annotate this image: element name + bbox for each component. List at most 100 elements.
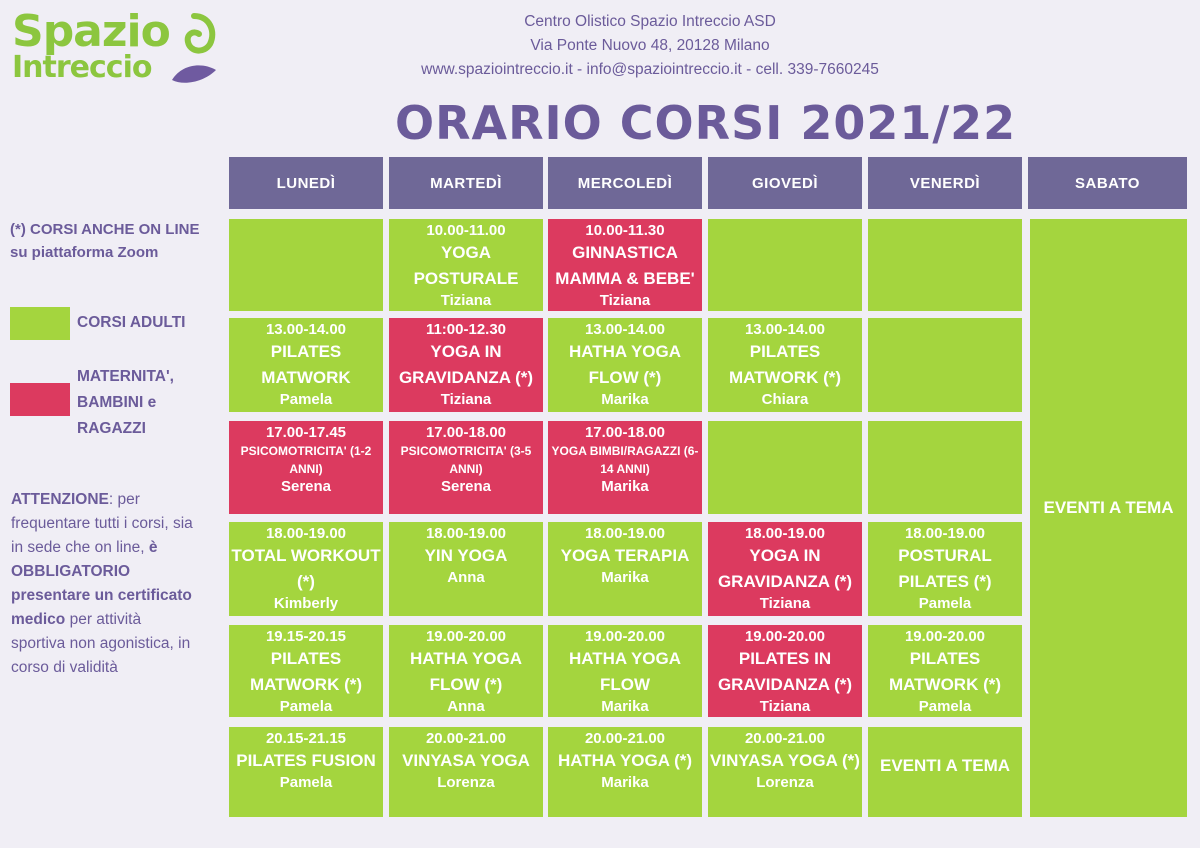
class-instructor: Tiziana xyxy=(759,698,811,715)
class-cell: 18.00-19.00 YIN YOGA Anna xyxy=(389,522,543,616)
class-time: 20.00-21.00 xyxy=(744,730,826,747)
class-cell: 20.00-21.00 VINYASA YOGA Lorenza xyxy=(389,727,543,817)
contact-header: Centro Olistico Spazio Intreccio ASD Via… xyxy=(380,10,920,82)
class-instructor: Kimberly xyxy=(273,595,339,612)
class-name: HATHA YOGA FLOW (*) xyxy=(409,649,523,694)
class-cell: 19.00-20.00 PILATES IN GRAVIDANZA (*) Tizi… xyxy=(708,625,862,717)
class-name: POSTURAL PILATES (*) xyxy=(898,546,992,591)
class-time: 19.00-20.00 xyxy=(904,628,986,645)
class-cell: 11:00-12.30 YOGA IN GRAVIDANZA (*) Tiziana xyxy=(389,318,543,412)
class-time: 11:00-12.30 xyxy=(425,321,507,338)
class-cell: 17.00-18.00 PSICOMOTRICITA' (3-5 ANNI) Ser… xyxy=(389,421,543,514)
class-name: EVENTI A TEMA xyxy=(879,756,1011,775)
class-cell xyxy=(868,318,1022,412)
legend-label-maternity: MATERNITA', BAMBINI e RAGAZZI xyxy=(77,368,174,437)
class-time: 19.00-20.00 xyxy=(584,628,666,645)
class-instructor: Pamela xyxy=(279,391,333,408)
class-instructor: Lorenza xyxy=(756,774,814,791)
class-instructor: Anna xyxy=(447,569,485,586)
class-cell: 18.00-19.00 POSTURAL PILATES (*) Pamela xyxy=(868,522,1022,616)
day-header-wednesday: MERCOLEDÌ xyxy=(548,157,702,209)
class-time: 19.15-20.15 xyxy=(265,628,347,645)
address: Via Ponte Nuovo 48, 20128 Milano xyxy=(530,37,770,54)
legend-swatch-maternity xyxy=(10,383,70,416)
class-name: PSICOMOTRICITA' (3-5 ANNI) xyxy=(400,444,532,476)
class-time: 19.00-20.00 xyxy=(744,628,826,645)
legend-swatch-adults xyxy=(10,307,70,340)
contact-line: www.spaziointreccio.it - info@spaziointr… xyxy=(421,61,879,78)
class-time: 13.00-14.00 xyxy=(265,321,347,338)
attention-note: ATTENZIONE: per frequentare tutti i cors… xyxy=(11,488,196,680)
class-time: 19.00-20.00 xyxy=(425,628,507,645)
day-header-tuesday: MARTEDÌ xyxy=(389,157,543,209)
class-name: YOGA IN GRAVIDANZA (*) xyxy=(398,342,534,387)
class-instructor: Tiziana xyxy=(440,292,492,309)
class-time: 18.00-19.00 xyxy=(425,525,507,542)
class-instructor: Pamela xyxy=(279,774,333,791)
logo-line1: Spazio xyxy=(12,6,171,57)
day-header-friday: VENERDÌ xyxy=(868,157,1022,209)
class-time: 20.15-21.15 xyxy=(265,730,347,747)
class-cell: 13.00-14.00 PILATES MATWORK (*) Chiara xyxy=(708,318,862,412)
class-instructor: Pamela xyxy=(918,698,972,715)
class-instructor: Marika xyxy=(601,774,649,791)
class-name: PILATES MATWORK (*) xyxy=(728,342,842,387)
class-instructor: Chiara xyxy=(761,391,809,408)
class-name: YOGA IN GRAVIDANZA (*) xyxy=(717,546,853,591)
class-instructor: Marika xyxy=(601,698,649,715)
class-cell: 18.00-19.00 TOTAL WORKOUT (*) Kimberly xyxy=(229,522,383,616)
class-cell: 10.00-11.30 GINNASTICA MAMMA & BEBE' Tizia… xyxy=(548,219,702,311)
attention-text1: : per frequentare tutti i corsi, sia in … xyxy=(11,491,193,556)
class-instructor: Marika xyxy=(601,478,649,495)
class-instructor: Tiziana xyxy=(759,595,811,612)
class-time: 18.00-19.00 xyxy=(904,525,986,542)
class-time: 20.00-21.00 xyxy=(584,730,666,747)
class-instructor: Tiziana xyxy=(599,292,651,309)
class-time: 17.00-18.00 xyxy=(425,424,507,441)
class-name: PILATES IN GRAVIDANZA (*) xyxy=(717,649,853,694)
class-time: 20.00-21.00 xyxy=(425,730,507,747)
class-instructor: Serena xyxy=(280,478,332,495)
class-instructor: Pamela xyxy=(918,595,972,612)
class-cell: 20.15-21.15 PILATES FUSION Pamela xyxy=(229,727,383,817)
class-name: VINYASA YOGA (*) xyxy=(710,751,860,770)
class-time: 17.00-18.00 xyxy=(584,424,666,441)
class-name: YIN YOGA xyxy=(424,546,508,565)
class-time: 13.00-14.00 xyxy=(744,321,826,338)
class-cell xyxy=(868,219,1022,311)
class-name: HATHA YOGA FLOW xyxy=(568,649,682,694)
class-instructor: Lorenza xyxy=(437,774,495,791)
class-cell: 13.00-14.00 PILATES MATWORK Pamela xyxy=(229,318,383,412)
online-note: (*) CORSI ANCHE ON LINE su piattaforma Z… xyxy=(10,221,200,261)
class-cell: 10.00-11.00 YOGA POSTURALE Tiziana xyxy=(389,219,543,311)
class-cell: 19.00-20.00 HATHA YOGA FLOW (*) Anna xyxy=(389,625,543,717)
class-time: 18.00-19.00 xyxy=(744,525,826,542)
class-cell xyxy=(868,421,1022,514)
legend-label-adults: CORSI ADULTI xyxy=(77,314,186,331)
class-cell: 19.00-20.00 PILATES MATWORK (*) Pamela xyxy=(868,625,1022,717)
class-instructor: Pamela xyxy=(279,698,333,715)
day-header-thursday: GIOVEDÌ xyxy=(708,157,862,209)
page-title: ORARIO CORSI 2021/22 xyxy=(395,96,1017,150)
class-name: YOGA BIMBI/RAGAZZI (6-14 ANNI) xyxy=(551,444,699,476)
class-cell xyxy=(708,421,862,514)
class-time: 13.00-14.00 xyxy=(584,321,666,338)
class-cell xyxy=(229,219,383,311)
class-time: 18.00-19.00 xyxy=(584,525,666,542)
class-cell xyxy=(708,219,862,311)
class-cell: 17.00-17.45 PSICOMOTRICITA' (1-2 ANNI) Ser… xyxy=(229,421,383,514)
attention-text2: per attività sportiva non agonistica, in… xyxy=(11,611,191,676)
class-name: HATHA YOGA FLOW (*) xyxy=(568,342,682,387)
class-cell: 18.00-19.00 YOGA TERAPIA Marika xyxy=(548,522,702,616)
day-header-monday: LUNEDÌ xyxy=(229,157,383,209)
attention-bold: è OBBLIGATORIO presentare un certificato… xyxy=(11,539,192,628)
class-name: PILATES FUSION xyxy=(236,751,376,770)
class-instructor: Marika xyxy=(601,569,649,586)
class-time: 10.00-11.30 xyxy=(585,222,665,239)
class-time: 17.00-17.45 xyxy=(265,424,347,441)
spiral-leaf-icon xyxy=(172,13,216,83)
class-cell: 13.00-14.00 HATHA YOGA FLOW (*) Marika xyxy=(548,318,702,412)
class-cell: 18.00-19.00 YOGA IN GRAVIDANZA (*) Tiziana xyxy=(708,522,862,616)
class-name: HATHA YOGA (*) xyxy=(557,751,693,770)
class-name: PILATES MATWORK xyxy=(261,342,351,387)
